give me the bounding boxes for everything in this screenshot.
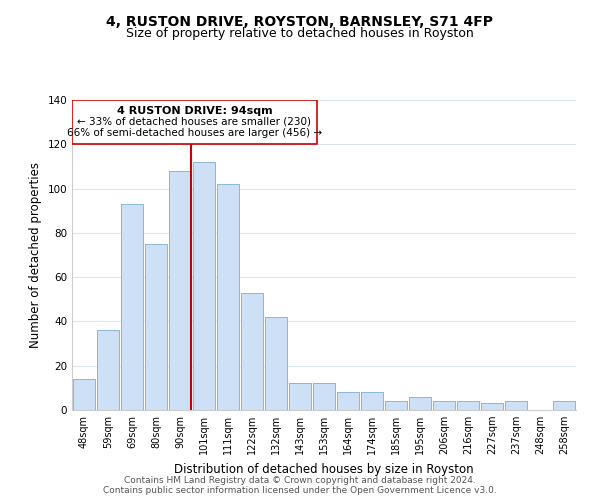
Text: ← 33% of detached houses are smaller (230): ← 33% of detached houses are smaller (23… <box>77 116 311 126</box>
Text: Contains HM Land Registry data © Crown copyright and database right 2024.
Contai: Contains HM Land Registry data © Crown c… <box>103 476 497 495</box>
Bar <box>72 100 317 144</box>
Bar <box>481 404 503 410</box>
Bar <box>193 162 215 410</box>
Bar <box>313 384 335 410</box>
Bar <box>265 317 287 410</box>
Bar <box>289 384 311 410</box>
Bar <box>121 204 143 410</box>
Bar <box>169 171 191 410</box>
Bar <box>217 184 239 410</box>
Text: 4, RUSTON DRIVE, ROYSTON, BARNSLEY, S71 4FP: 4, RUSTON DRIVE, ROYSTON, BARNSLEY, S71 … <box>107 15 493 29</box>
Text: 4 RUSTON DRIVE: 94sqm: 4 RUSTON DRIVE: 94sqm <box>116 106 272 116</box>
Bar <box>505 401 527 410</box>
Bar <box>145 244 167 410</box>
Text: 66% of semi-detached houses are larger (456) →: 66% of semi-detached houses are larger (… <box>67 128 322 138</box>
Bar <box>457 401 479 410</box>
Bar <box>433 401 455 410</box>
Bar <box>337 392 359 410</box>
X-axis label: Distribution of detached houses by size in Royston: Distribution of detached houses by size … <box>174 462 474 475</box>
Y-axis label: Number of detached properties: Number of detached properties <box>29 162 42 348</box>
Bar <box>241 292 263 410</box>
Bar <box>385 401 407 410</box>
Bar <box>73 379 95 410</box>
Bar <box>409 396 431 410</box>
Bar <box>361 392 383 410</box>
Bar <box>553 401 575 410</box>
Bar <box>97 330 119 410</box>
Text: Size of property relative to detached houses in Royston: Size of property relative to detached ho… <box>126 28 474 40</box>
